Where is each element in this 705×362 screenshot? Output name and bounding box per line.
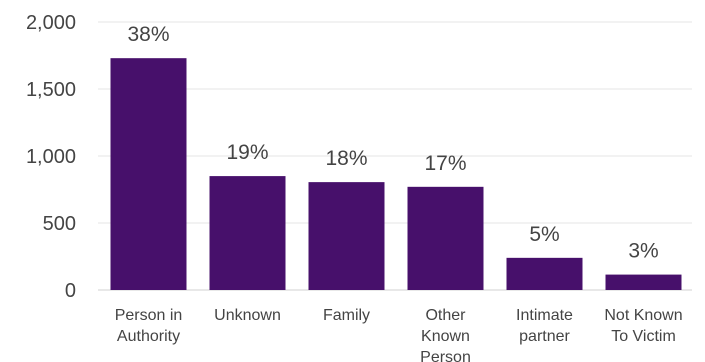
bar [209,176,286,290]
y-tick-label: 500 [43,213,76,235]
data-label: 38% [127,23,169,46]
x-category-label: Other Known Person [420,307,471,362]
data-label: 3% [628,240,658,263]
y-tick-label: 1,500 [26,79,76,101]
y-tick-label: 2,000 [26,12,76,34]
y-tick-label: 1,000 [26,146,76,168]
x-axis-category-labels: Person in Authority Unknown Family Other Know… [115,307,683,362]
x-category-label: Unknown [214,307,281,324]
bars [110,58,682,291]
data-label: 18% [325,147,367,170]
data-label: 19% [226,141,268,164]
bar [407,186,484,290]
gridlines [98,21,692,291]
data-label: 17% [424,152,466,175]
bar [605,274,682,290]
data-label: 5% [529,223,559,246]
bar [110,58,187,291]
bar [308,182,385,290]
y-tick-label: 0 [65,280,76,302]
data-labels: 38% 19% 18% 17% 5% 3% [127,23,658,262]
x-category-label: Person in Authority [115,307,183,345]
y-axis-tick-labels: 0 500 1,000 1,500 2,000 [26,12,76,302]
x-category-label: Not Known To Victim [604,307,682,345]
bar [506,257,583,290]
x-category-label: Family [323,307,370,324]
x-category-label: Intimate partner [516,307,573,345]
